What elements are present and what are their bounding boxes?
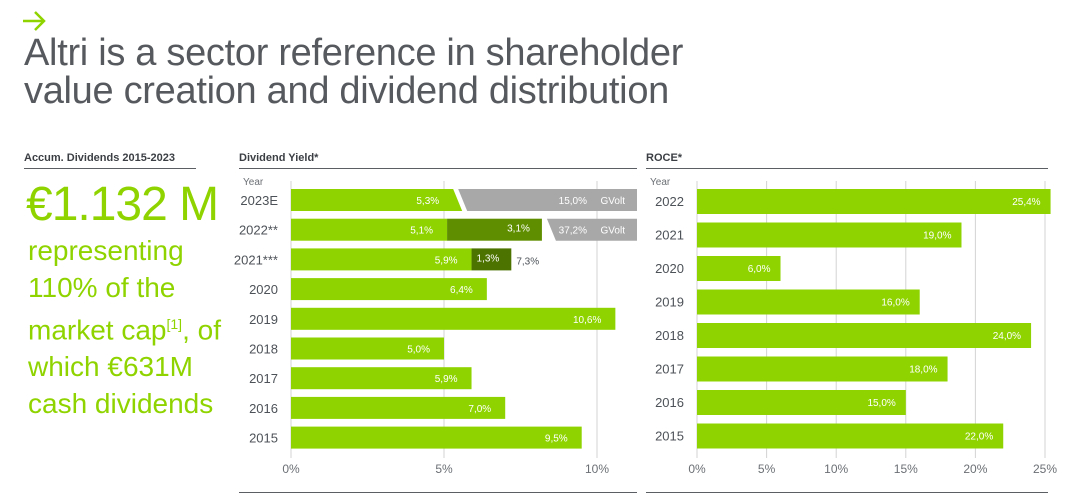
accum-description: representing 110% of the market cap[1], … xyxy=(28,232,238,422)
title-line-1: Altri is a sector reference in sharehold… xyxy=(24,32,684,74)
dy-gvolt-bar-2022 xyxy=(546,218,637,241)
dy-bar-2019 xyxy=(291,307,616,330)
dy-stacked-label-2021: 1,3% xyxy=(477,253,500,264)
dy-stacked-bar-2022 xyxy=(447,218,542,241)
accum-dividends-label: Accum. Dividends 2015-2023 xyxy=(24,152,176,164)
accum-text-part2: , of which €631M cash dividends xyxy=(28,314,221,420)
dy-category-label-2021: 2021*** xyxy=(234,252,278,267)
dy-value-label-2015: 9,5% xyxy=(545,434,568,445)
dy-x-tick-label: 5% xyxy=(435,462,453,476)
dy-bar-2023e xyxy=(291,189,463,211)
roce-value-label-2016: 15,0% xyxy=(867,398,895,409)
dy-stacked-label-2022: 3,1% xyxy=(507,224,530,235)
roce-value-label-2018: 24,0% xyxy=(993,331,1021,342)
dy-category-label-2022: 2022** xyxy=(239,223,278,238)
dy-x-tick-label: 0% xyxy=(282,462,300,476)
dy-category-label-2015: 2015 xyxy=(249,431,278,446)
dy-bar-2022 xyxy=(291,218,448,241)
arrow-right-icon xyxy=(23,11,46,31)
roce-x-tick-label: 5% xyxy=(758,462,776,476)
title-line-2: value creation and dividend distribution xyxy=(24,70,669,112)
dy-value-label-2018: 5,0% xyxy=(407,345,430,356)
accum-text-part1: representing 110% of the market cap xyxy=(28,235,184,346)
dy-gvolt-value-2022: 37,2% xyxy=(559,226,587,237)
dy-bar-2017 xyxy=(291,367,472,390)
dy-bar-2018 xyxy=(291,337,444,360)
dy-value-label-2017: 5,9% xyxy=(435,374,458,385)
dy-gvolt-tag-2022: GVolt xyxy=(601,226,626,237)
roce-value-label-2022: 25,4% xyxy=(1012,197,1040,208)
dividend-yield-bottom-rule xyxy=(239,492,637,493)
roce-year-axis-label: Year xyxy=(650,177,671,188)
roce-category-label-2022: 2022 xyxy=(655,194,684,209)
dy-category-label-2017: 2017 xyxy=(249,371,278,386)
roce-x-tick-label: 0% xyxy=(688,462,706,476)
roce-value-label-2019: 16,0% xyxy=(881,298,909,309)
roce-x-tick-label: 15% xyxy=(894,462,918,476)
roce-title: ROCE* xyxy=(646,152,683,164)
dy-gvolt-bar-2023e xyxy=(458,189,637,211)
roce-bar-2021 xyxy=(697,222,962,248)
roce-category-label-2017: 2017 xyxy=(655,362,684,377)
dy-bar-2021 xyxy=(291,248,472,271)
page-title: Altri is a sector reference in sharehold… xyxy=(24,34,1024,110)
dy-total-label-2021: 7,3% xyxy=(516,256,539,267)
dy-category-label-2020: 2020 xyxy=(249,282,278,297)
roce-category-label-2021: 2021 xyxy=(655,228,684,243)
dy-value-label-2016: 7,0% xyxy=(468,404,491,415)
dy-gvolt-tag-2023e: GVolt xyxy=(601,196,626,207)
roce-category-label-2020: 2020 xyxy=(655,261,684,276)
roce-x-tick-label: 25% xyxy=(1033,462,1057,476)
roce-bar-2015 xyxy=(697,423,1004,449)
roce-bar-2018 xyxy=(697,323,1032,348)
dy-category-label-2016: 2016 xyxy=(249,401,278,416)
dy-year-axis-label: Year xyxy=(243,177,264,188)
dy-category-label-2018: 2018 xyxy=(249,342,278,357)
dy-bar-2016 xyxy=(291,396,506,419)
roce-category-label-2016: 2016 xyxy=(655,395,684,410)
dy-value-label-2023e: 5,3% xyxy=(416,196,439,207)
dy-gvolt-value-2023e: 15,0% xyxy=(559,196,587,207)
roce-bar-2022 xyxy=(697,189,1051,214)
roce-value-label-2020: 6,0% xyxy=(748,264,771,275)
roce-x-tick-label: 10% xyxy=(824,462,848,476)
roce-top-rule xyxy=(646,168,1048,169)
dy-value-label-2020: 6,4% xyxy=(450,285,473,296)
dy-stacked-bar-2021 xyxy=(471,248,512,271)
roce-bar-2017 xyxy=(697,356,948,382)
footnote-marker: [1] xyxy=(166,316,183,332)
dy-category-label-2019: 2019 xyxy=(249,312,278,327)
roce-bar-2019 xyxy=(697,289,920,315)
accum-amount: €1.132 M xyxy=(26,178,219,231)
roce-bar-2016 xyxy=(697,390,906,415)
roce-value-label-2017: 18,0% xyxy=(909,365,937,376)
dy-bar-2020 xyxy=(291,278,487,301)
dy-category-label-2023e: 2023E xyxy=(240,193,278,208)
dy-bar-2015 xyxy=(291,426,582,449)
dy-value-label-2019: 10,6% xyxy=(573,315,601,326)
roce-category-label-2019: 2019 xyxy=(655,295,684,310)
dividend-yield-top-rule xyxy=(239,168,637,169)
dy-value-label-2021: 5,9% xyxy=(435,255,458,266)
roce-bottom-rule xyxy=(646,492,1048,493)
roce-value-label-2015: 22,0% xyxy=(965,432,993,443)
roce-value-label-2021: 19,0% xyxy=(923,231,951,242)
roce-bar-2020 xyxy=(697,256,781,281)
roce-x-tick-label: 20% xyxy=(963,462,987,476)
dividend-yield-title: Dividend Yield* xyxy=(239,152,319,164)
dy-value-label-2022: 5,1% xyxy=(410,226,433,237)
dy-x-tick-label: 10% xyxy=(585,462,609,476)
roce-category-label-2018: 2018 xyxy=(655,328,684,343)
roce-category-label-2015: 2015 xyxy=(655,429,684,444)
accum-rule xyxy=(24,168,196,169)
